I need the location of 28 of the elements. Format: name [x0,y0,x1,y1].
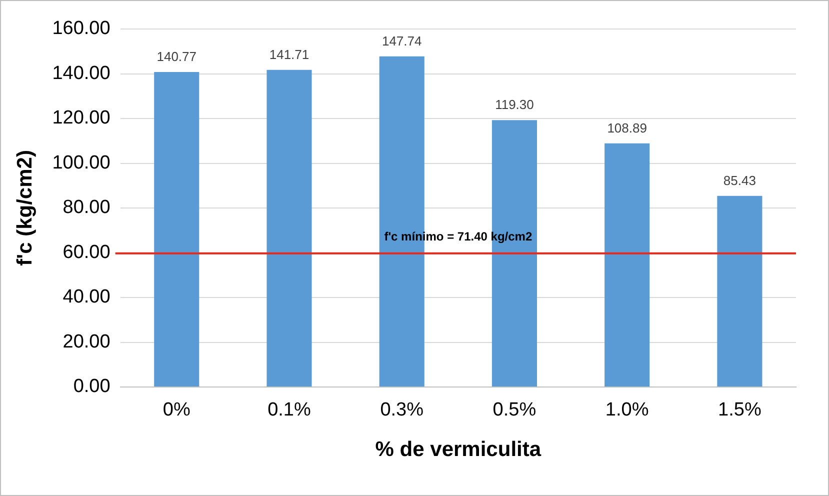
y-tick-label: 40.00 [62,286,110,308]
y-tick-label: 160.00 [52,18,110,40]
x-tick-label: 0.5% [492,400,536,421]
bar [492,120,537,386]
data-label: 141.71 [269,47,310,62]
y-tick-label: 60.00 [62,242,110,263]
data-label: 119.30 [495,97,534,112]
y-tick-label: 100.00 [52,152,110,174]
y-tick-label: 80.00 [62,197,110,218]
x-tick-label: 0.1% [268,400,311,421]
x-tick-label: 1.0% [605,400,649,421]
bar [154,72,200,386]
bar [604,143,650,386]
y-tick-label: 0.00 [73,376,110,398]
bar [717,196,762,386]
data-label: 147.74 [382,34,422,49]
x-axis-title: % de vermiculita [375,438,542,462]
bar [266,70,312,386]
x-tick-label: 1.5% [718,400,762,421]
y-tick-label: 20.00 [62,331,110,352]
data-label: 85.43 [723,172,756,188]
y-tick-label: 140.00 [52,62,110,84]
x-tick-label: 0.3% [380,400,424,421]
y-axis-title: f'c (kg/cm2) [13,150,36,266]
y-tick-label: 120.00 [52,108,110,129]
data-label: 140.77 [156,49,197,64]
data-label: 108.89 [607,120,647,136]
x-tick-label: 0% [162,400,190,421]
